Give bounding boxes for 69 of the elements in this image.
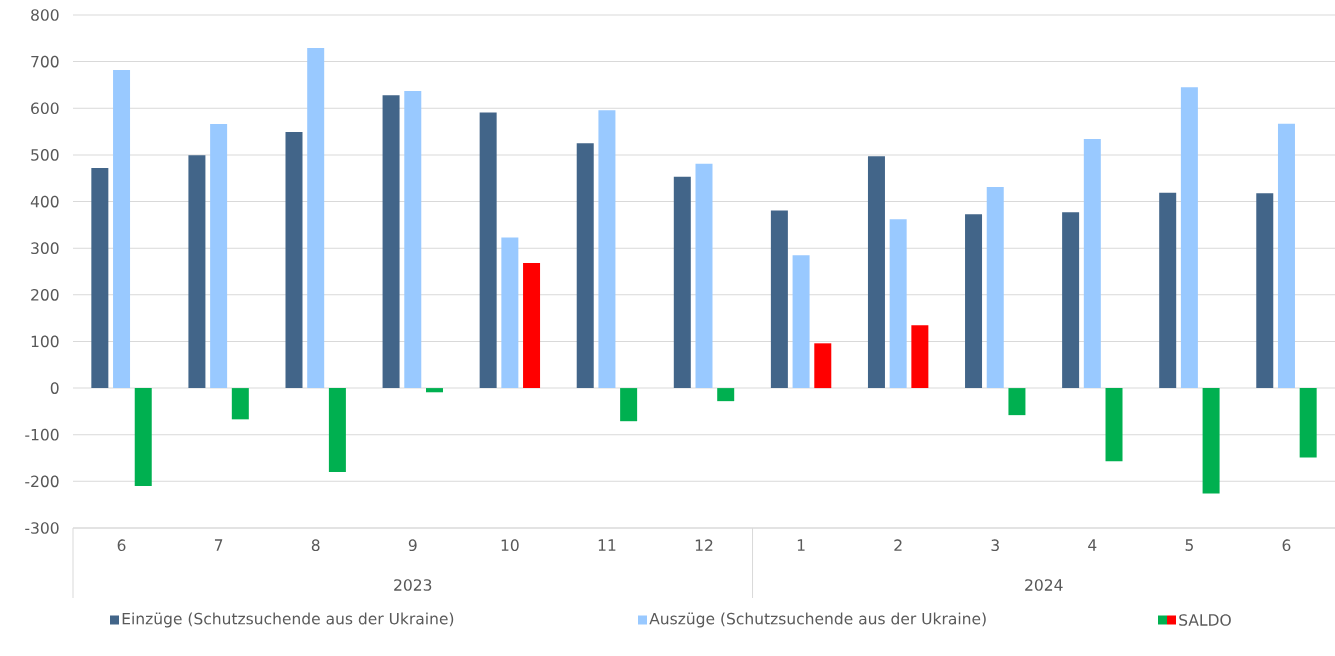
bar: [134, 388, 152, 487]
legend-label: Einzüge (Schutzsuchende aus der Ukraine): [122, 612, 454, 628]
x-tick-label: 7: [214, 539, 223, 551]
y-tick-label: 800: [31, 9, 59, 21]
x-tick-label: 8: [311, 539, 320, 552]
bar: [1256, 193, 1274, 389]
x-tick-label: 2: [894, 539, 902, 551]
x-tick-label: 10: [501, 539, 519, 552]
y-tick-label: 700: [31, 55, 59, 68]
y-tick-label: -100: [25, 428, 59, 441]
bar: [382, 95, 400, 389]
bar: [814, 343, 832, 389]
y-tick-label: 500: [31, 149, 59, 161]
bar: [1159, 192, 1177, 389]
bar: [479, 112, 497, 389]
bar: [210, 124, 228, 389]
bar: [867, 156, 885, 389]
y-tick-label: -300: [25, 522, 59, 534]
bar: [1202, 388, 1220, 494]
y-tick-label: 0: [50, 382, 59, 394]
bar: [501, 237, 519, 389]
x-tick-label: 4: [1088, 539, 1097, 551]
bar: [404, 91, 422, 389]
bar: [792, 255, 810, 389]
bar: [307, 48, 325, 389]
y-tick-label: -200: [25, 475, 59, 488]
bar: [620, 388, 638, 422]
x-tick-label: 6: [117, 539, 126, 552]
legend-label: SALDO: [1179, 614, 1231, 626]
legend-label: Auszüge (Schutzsuchende aus der Ukraine): [649, 612, 986, 628]
bar: [113, 70, 131, 389]
bar: [425, 388, 443, 393]
bar: [911, 325, 929, 389]
bar: [986, 187, 1004, 389]
y-tick-label: 100: [31, 335, 59, 348]
bar: [91, 167, 109, 389]
y-tick-label: 200: [31, 288, 59, 301]
bar: [328, 388, 346, 473]
bar: [1299, 388, 1317, 458]
bar: [889, 219, 907, 389]
bar: [285, 132, 303, 389]
bar: [598, 110, 616, 389]
bar: [1083, 139, 1101, 389]
bar: [576, 143, 594, 389]
bar: [1180, 87, 1198, 389]
x-tick-label: 11: [598, 539, 616, 551]
x-tick-label: 12: [695, 539, 713, 551]
x-tick-label: 6: [1282, 539, 1291, 552]
bar: [1277, 123, 1295, 389]
bar: [673, 176, 691, 389]
x-tick-label: 9: [408, 539, 417, 552]
bar: [188, 155, 206, 389]
bar: [770, 210, 788, 389]
y-tick-label: 300: [31, 242, 59, 255]
y-tick-label: 400: [30, 195, 59, 208]
x-tick-label: 5: [1185, 539, 1193, 551]
bar: [695, 163, 713, 389]
x-tick-label: 1: [797, 539, 805, 551]
bar: [1062, 212, 1080, 389]
bar: [717, 388, 735, 402]
bar: [523, 263, 541, 389]
text: 2023: [394, 579, 432, 591]
bar: [965, 214, 983, 389]
x-tick-label: 3: [991, 539, 999, 552]
y-tick-label: 600: [31, 102, 59, 115]
text: 2024: [1025, 579, 1063, 591]
bar: [1008, 388, 1026, 416]
bar: [231, 388, 249, 420]
bar: [1105, 388, 1123, 462]
